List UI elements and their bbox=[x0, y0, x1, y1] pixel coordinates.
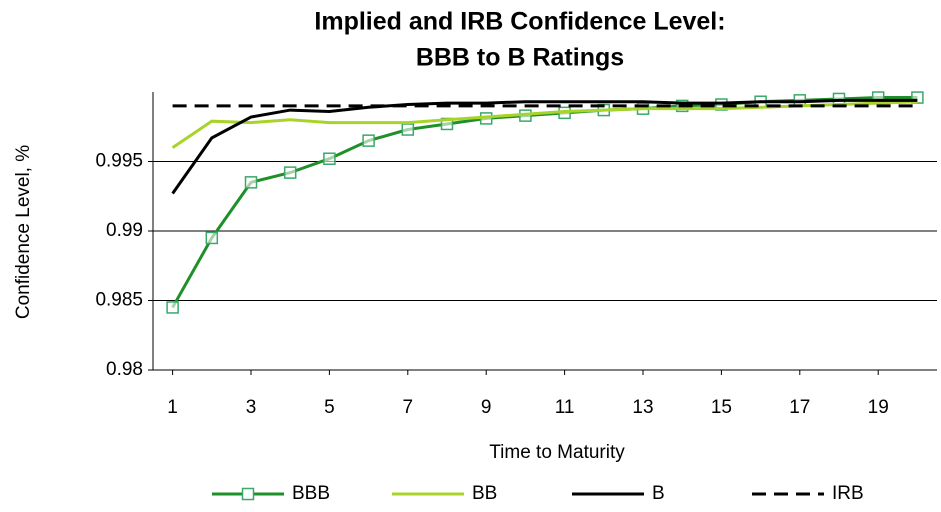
x-tick-label: 19 bbox=[868, 397, 889, 418]
series-line bbox=[171, 100, 918, 149]
x-axis-label: Time to Maturity bbox=[489, 442, 625, 463]
legend-label: IRB bbox=[832, 483, 864, 504]
x-tick-label: 17 bbox=[789, 397, 810, 418]
x-tick-label: 7 bbox=[403, 397, 414, 418]
x-tick-label: 1 bbox=[167, 397, 178, 418]
series-line bbox=[171, 98, 918, 195]
series-marker bbox=[244, 176, 258, 189]
x-tick-label: 11 bbox=[555, 397, 575, 418]
series-marker bbox=[362, 134, 375, 147]
series-marker bbox=[205, 231, 219, 245]
series-line bbox=[171, 96, 918, 309]
series-marker bbox=[283, 166, 297, 179]
x-tick-label: 13 bbox=[632, 397, 653, 418]
series-marker bbox=[401, 123, 415, 136]
x-tick-label: 5 bbox=[324, 397, 335, 418]
legend-label: BBB bbox=[292, 483, 330, 504]
x-tick-label: 15 bbox=[711, 397, 732, 418]
chart-title: Implied and IRB Confidence Level: bbox=[314, 8, 725, 36]
y-tick-label: 0.985 bbox=[95, 290, 143, 311]
series-marker bbox=[323, 152, 336, 165]
legend-marker bbox=[241, 487, 255, 501]
legend-label: B bbox=[652, 483, 665, 504]
x-tick-label: 9 bbox=[481, 397, 492, 418]
y-axis-label: Confidence Level, % bbox=[13, 145, 34, 319]
series-marker bbox=[166, 301, 179, 314]
x-tick-label: 3 bbox=[246, 397, 257, 418]
chart-title: BBB to B Ratings bbox=[416, 44, 624, 72]
y-tick-label: 0.995 bbox=[95, 151, 143, 172]
y-tick-label: 0.99 bbox=[106, 220, 143, 241]
y-tick-label: 0.98 bbox=[106, 359, 143, 380]
legend-label: BB bbox=[472, 483, 497, 504]
